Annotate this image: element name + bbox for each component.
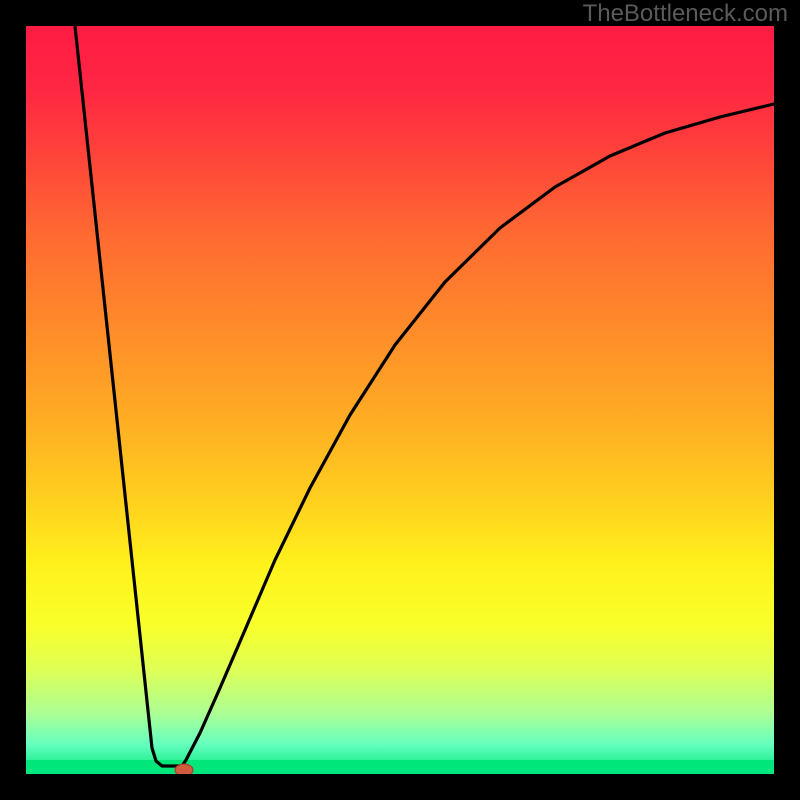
bottleneck-chart: TheBottleneck.com [0, 0, 800, 800]
plot-background [26, 26, 774, 774]
green-bottom-band [26, 760, 774, 775]
watermark-text: TheBottleneck.com [583, 0, 788, 28]
chart-svg [0, 0, 800, 800]
